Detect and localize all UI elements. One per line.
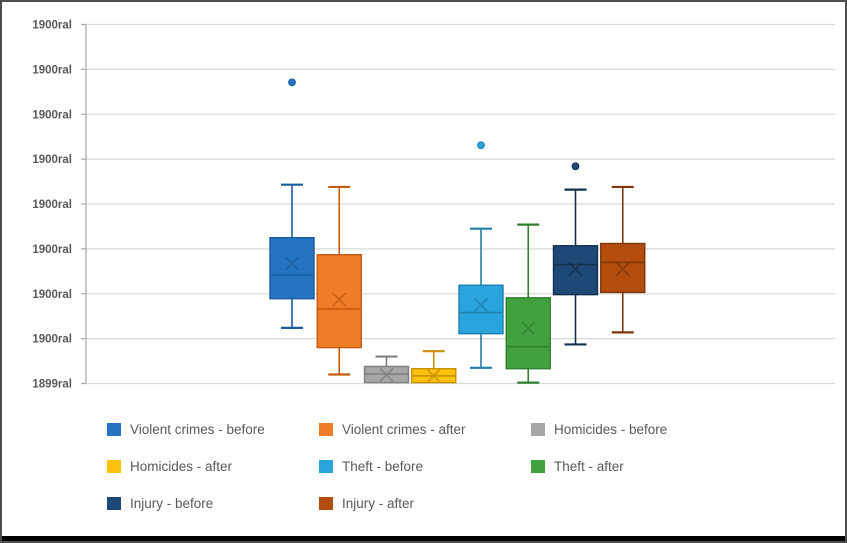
outlier-point — [477, 141, 485, 150]
legend-swatch-icon — [107, 497, 121, 510]
legend-label: Injury - after — [342, 496, 415, 511]
y-axis-label: 1900ral — [32, 289, 72, 301]
legend-item-injury-after[interactable]: Injury - after — [319, 496, 531, 511]
chart-legend: Violent crimes - before Violent crimes -… — [107, 411, 743, 522]
box-series-homicides-before[interactable] — [363, 355, 410, 384]
y-axis-label: 1900ral — [32, 20, 72, 32]
legend-item-theft-before[interactable]: Theft - before — [319, 459, 531, 474]
legend-swatch-icon — [531, 460, 545, 473]
legend-label: Homicides - before — [554, 422, 668, 437]
box-series-homicides-after[interactable] — [411, 350, 457, 384]
box-series-injury-before[interactable] — [552, 162, 599, 346]
box-rect — [269, 236, 315, 300]
y-axis-label: 1900ral — [32, 109, 72, 121]
box-rect — [316, 254, 362, 349]
legend-item-homicides-after[interactable]: Homicides - after — [107, 459, 319, 474]
legend-label: Theft - before — [342, 459, 424, 474]
legend-item-homicides-before[interactable]: Homicides - before — [531, 422, 743, 437]
y-axis-label: 1899ral — [32, 379, 72, 391]
legend-item-theft-after[interactable]: Theft - after — [531, 459, 743, 474]
mean-x-marker — [473, 297, 489, 313]
legend-swatch-icon — [107, 460, 121, 473]
mean-x-marker — [332, 292, 347, 307]
boxplot-chart: 1900ral 1900ral 1900ral 1900ral 1900ral 1900r… — [32, 20, 835, 391]
legend-label: Violent crimes - after — [342, 422, 466, 437]
y-axis-label: 1900ral — [32, 154, 72, 166]
outlier-point — [571, 162, 580, 171]
box-series-theft-after[interactable] — [505, 223, 551, 384]
y-axis-label: 1900ral — [32, 64, 72, 76]
box-series-violent-crimes-before[interactable] — [269, 78, 315, 329]
legend-swatch-icon — [319, 423, 333, 436]
mean-x-marker — [426, 368, 441, 383]
mean-x-marker — [379, 367, 394, 383]
legend-label: Homicides - after — [130, 459, 233, 474]
mean-x-marker — [284, 256, 300, 271]
mean-x-marker — [568, 261, 583, 277]
legend-label: Theft - after — [554, 459, 624, 474]
y-axis-label: 1900ral — [32, 334, 72, 346]
y-axis-label: 1900ral — [32, 199, 72, 211]
legend-swatch-icon — [107, 423, 121, 436]
y-axis-label: 1900ral — [32, 244, 72, 256]
legend-label: Violent crimes - before — [130, 422, 265, 437]
legend-item-violent-crimes-after[interactable]: Violent crimes - after — [319, 422, 531, 437]
box-series-violent-crimes-after[interactable] — [316, 185, 362, 376]
box-rect — [458, 284, 504, 335]
outlier-point — [288, 78, 296, 87]
box-series-injury-after[interactable] — [600, 185, 646, 334]
legend-label: Injury - before — [130, 496, 214, 511]
bottom-border-bar — [2, 536, 845, 541]
legend-item-injury-before[interactable]: Injury - before — [107, 496, 319, 511]
box-series-theft-before[interactable] — [458, 141, 504, 369]
legend-swatch-icon — [319, 497, 333, 510]
mean-x-marker — [615, 261, 630, 277]
box-rect — [505, 297, 551, 370]
legend-item-violent-crimes-before[interactable]: Violent crimes - before — [107, 422, 319, 437]
mean-x-marker — [521, 321, 536, 336]
legend-swatch-icon — [319, 460, 333, 473]
legend-swatch-icon — [531, 423, 545, 436]
